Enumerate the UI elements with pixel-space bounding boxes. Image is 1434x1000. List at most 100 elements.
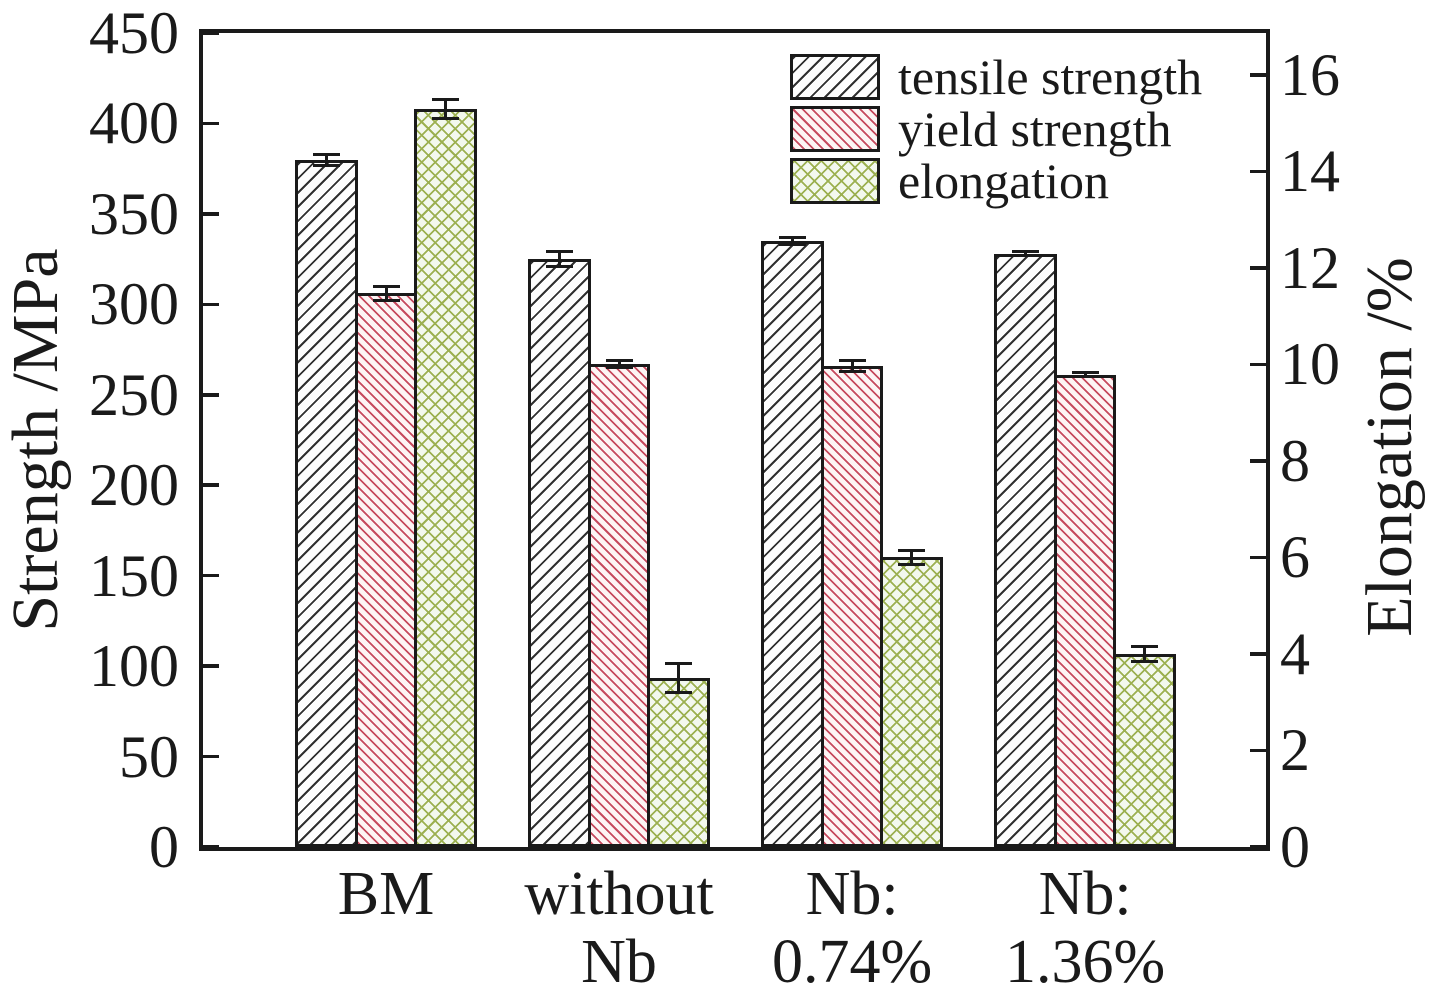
bar-yield-strength-0 bbox=[354, 293, 418, 847]
left-axis-tick-label: 400 bbox=[89, 90, 179, 157]
right-axis-tick-label: 2 bbox=[1280, 717, 1310, 784]
error-bar-cap-bottom bbox=[778, 243, 806, 247]
error-bar-stem bbox=[790, 237, 794, 245]
error-bar-stem bbox=[444, 99, 448, 119]
error-bar-cap-top bbox=[838, 358, 866, 362]
error-bar-stem bbox=[557, 251, 561, 267]
elongation-swatch-icon bbox=[790, 158, 880, 204]
bar-yield-strength-1 bbox=[587, 364, 651, 847]
x-category-label: Nb: 1.36% bbox=[1004, 860, 1166, 997]
error-bar-cap-bottom bbox=[898, 563, 926, 567]
right-axis-tick-label: 12 bbox=[1280, 234, 1340, 301]
legend-item-elongation: elongation bbox=[790, 153, 1202, 209]
right-axis-tick-label: 8 bbox=[1280, 427, 1310, 494]
x-category-label: BM bbox=[337, 860, 435, 928]
x-category-label: Nb: 0.74% bbox=[771, 860, 933, 997]
error-bar-cap-top bbox=[372, 284, 400, 288]
bar-tensile-strength-1 bbox=[528, 259, 591, 847]
error-bar-cap-bottom bbox=[1071, 375, 1099, 379]
error-bar-stem bbox=[850, 360, 854, 372]
left-axis-tick-label: 150 bbox=[89, 542, 179, 609]
legend: tensile strength yield strength elongati… bbox=[790, 49, 1203, 210]
error-bar-cap-bottom bbox=[1131, 659, 1159, 663]
left-axis-tick bbox=[203, 483, 219, 487]
left-axis-tick bbox=[203, 754, 219, 759]
left-axis-tick-label: 200 bbox=[89, 452, 179, 519]
right-axis-tick bbox=[1250, 459, 1266, 463]
error-bar-stem bbox=[617, 360, 621, 368]
error-bar-cap-bottom bbox=[432, 116, 460, 120]
right-axis-tick-label: 0 bbox=[1280, 814, 1310, 880]
error-bar-stem bbox=[1023, 251, 1027, 256]
legend-item-yield-strength: yield strength bbox=[790, 101, 1202, 157]
right-axis-tick bbox=[1250, 555, 1266, 560]
left-axis-tick bbox=[203, 302, 219, 307]
right-axis-tick bbox=[1250, 266, 1266, 270]
error-bar-cap-bottom bbox=[838, 369, 866, 373]
tensile-strength-swatch-icon bbox=[790, 54, 880, 100]
right-axis-tick-label: 14 bbox=[1280, 138, 1340, 205]
right-axis-tick bbox=[1250, 845, 1266, 849]
error-bar-stem bbox=[677, 663, 681, 693]
error-bar-cap-top bbox=[1011, 250, 1039, 254]
left-axis-tick-label: 450 bbox=[89, 0, 179, 66]
bar-elongation-2 bbox=[880, 557, 944, 847]
bar-elongation-0 bbox=[414, 108, 478, 847]
error-bar-cap-bottom bbox=[1011, 254, 1039, 258]
error-bar-cap-top bbox=[1071, 371, 1099, 375]
error-bar-stem bbox=[1143, 646, 1147, 662]
left-axis-tick-label: 350 bbox=[89, 180, 179, 247]
bar-tensile-strength-3 bbox=[994, 253, 1057, 847]
right-axis-tick-label: 4 bbox=[1280, 620, 1310, 687]
error-bar-cap-top bbox=[778, 235, 806, 239]
error-bar-stem bbox=[324, 154, 328, 166]
left-axis-tick-label: 50 bbox=[119, 723, 179, 790]
error-bar-cap-bottom bbox=[605, 366, 633, 370]
bar-tensile-strength-2 bbox=[761, 241, 824, 847]
right-axis-tick bbox=[1250, 362, 1266, 367]
bar-yield-strength-3 bbox=[1053, 374, 1117, 847]
right-axis-tick bbox=[1250, 748, 1266, 753]
legend-label: yield strength bbox=[898, 101, 1172, 157]
left-axis-tick bbox=[203, 31, 219, 35]
right-axis-tick bbox=[1250, 652, 1266, 656]
left-axis-tick-label: 0 bbox=[149, 814, 179, 880]
error-bar-cap-bottom bbox=[545, 264, 573, 268]
right-axis-tick-label: 6 bbox=[1280, 524, 1310, 591]
legend-label: elongation bbox=[898, 153, 1110, 209]
left-axis-tick bbox=[203, 664, 219, 668]
yield-strength-swatch-icon bbox=[790, 106, 880, 152]
legend-label: tensile strength bbox=[898, 49, 1203, 105]
error-bar-stem bbox=[384, 286, 388, 301]
left-axis-tick-label: 250 bbox=[89, 361, 179, 428]
bar-elongation-1 bbox=[647, 678, 711, 847]
error-bar-cap-bottom bbox=[312, 163, 340, 167]
error-bar-cap-top bbox=[1131, 645, 1159, 649]
legend-item-tensile-strength: tensile strength bbox=[790, 49, 1203, 105]
left-axis-tick bbox=[203, 845, 219, 849]
error-bar-cap-top bbox=[545, 250, 573, 254]
error-bar-cap-top bbox=[665, 662, 693, 666]
error-bar-cap-bottom bbox=[665, 691, 693, 695]
left-axis-tick-label: 100 bbox=[89, 633, 179, 700]
left-axis-tick bbox=[203, 393, 219, 397]
right-axis-tick bbox=[1250, 73, 1266, 77]
bar-tensile-strength-0 bbox=[294, 159, 358, 847]
error-bar-cap-top bbox=[605, 358, 633, 362]
left-axis-tick bbox=[203, 121, 219, 126]
error-bar-cap-bottom bbox=[372, 299, 400, 303]
error-bar-stem bbox=[910, 550, 914, 565]
right-axis-tick-label: 16 bbox=[1280, 41, 1340, 108]
right-axis-tick bbox=[1250, 169, 1266, 174]
error-bar-cap-top bbox=[432, 97, 460, 101]
error-bar-stem bbox=[1083, 372, 1087, 377]
left-axis-tick bbox=[203, 212, 219, 216]
right-axis-tick-label: 10 bbox=[1280, 331, 1340, 398]
left-axis-tick bbox=[203, 573, 219, 578]
error-bar-cap-top bbox=[898, 548, 926, 552]
x-category-label: without Nb bbox=[524, 860, 714, 997]
bar-elongation-3 bbox=[1113, 653, 1177, 847]
left-axis-tick-label: 300 bbox=[89, 271, 179, 338]
bar-yield-strength-2 bbox=[820, 365, 884, 847]
